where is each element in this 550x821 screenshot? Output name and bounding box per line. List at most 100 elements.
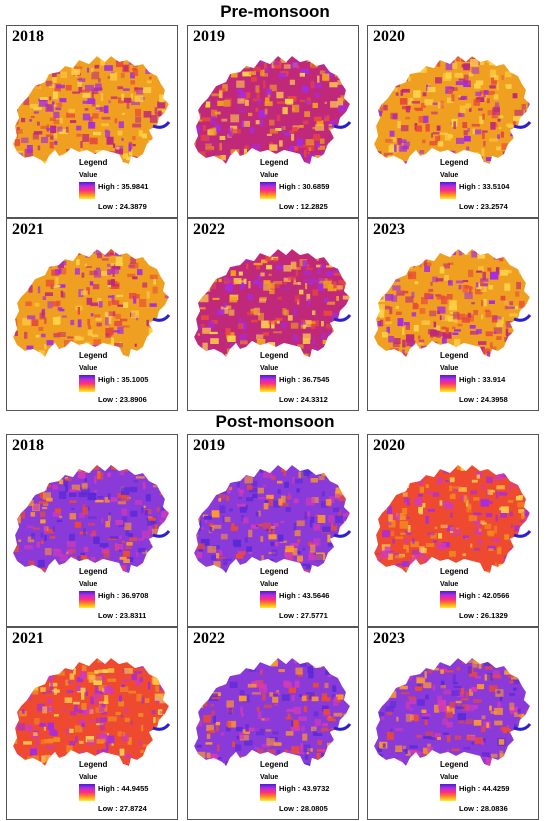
raster-map — [13, 249, 169, 357]
map-panel: 2023 Legend Value High : 44.4259 Low : 28.08… — [367, 627, 539, 820]
year-label: 2020 — [373, 437, 405, 454]
legend-title: Legend — [440, 760, 469, 769]
legend-title: Legend — [79, 760, 108, 769]
legend-low-value: Low : 23.2574 — [459, 202, 508, 211]
legend-value-label: Value — [440, 774, 459, 781]
raster-map — [374, 658, 530, 766]
river-streak — [513, 723, 532, 731]
section-title: Post-monsoon — [215, 412, 335, 431]
legend-value-label: Value — [79, 581, 98, 588]
river-streak — [513, 530, 532, 538]
legend-color-ramp — [260, 591, 276, 608]
river-streak — [333, 314, 352, 322]
legend-color-ramp — [440, 591, 456, 608]
legend-title: Legend — [440, 158, 469, 167]
map-panel: 2022 Legend Value High : 36.7545 Low : 24.33… — [187, 218, 359, 411]
legend-color-ramp — [260, 182, 276, 199]
year-label: 2018 — [12, 437, 44, 454]
year-label: 2019 — [193, 437, 225, 454]
legend-low-value: Low : 28.0805 — [279, 804, 328, 813]
map-canvas — [194, 658, 352, 766]
legend-color-ramp — [79, 784, 95, 801]
year-label: 2021 — [12, 221, 44, 238]
legend-low-value: Low : 24.3879 — [98, 202, 147, 211]
map-panel: 2018 Legend Value High : 35.9841 Low : 24.38… — [6, 25, 178, 218]
year-label: 2022 — [193, 630, 225, 647]
year-label: 2022 — [193, 221, 225, 238]
legend-high-value: High : 35.9841 — [98, 182, 149, 191]
legend-low-value: Low : 23.8311 — [98, 611, 147, 620]
map-panel: 2019 Legend Value High : 43.5646 Low : 27.57… — [187, 434, 359, 627]
year-label: 2019 — [193, 28, 225, 45]
legend-low-value: Low : 26.1329 — [459, 611, 508, 620]
legend-color-ramp — [260, 375, 276, 392]
legend-low-value: Low : 27.5771 — [279, 611, 328, 620]
map-canvas — [374, 56, 532, 164]
legend-color-ramp — [79, 591, 95, 608]
legend-value-label: Value — [440, 365, 459, 372]
legend-high-value: High : 36.7545 — [279, 375, 330, 384]
map-canvas — [13, 658, 171, 766]
year-label: 2021 — [12, 630, 44, 647]
legend-value-label: Value — [260, 172, 279, 179]
raster-map — [194, 56, 350, 164]
legend-color-ramp — [260, 784, 276, 801]
legend-title: Legend — [440, 567, 469, 576]
map-panel: 2023 Legend Value High : 33.914 Low : 24.395… — [367, 218, 539, 411]
map-canvas — [374, 249, 532, 357]
river-streak — [152, 121, 171, 129]
legend-value-label: Value — [79, 172, 98, 179]
legend-color-ramp — [440, 784, 456, 801]
raster-map — [13, 658, 169, 766]
legend-value-label: Value — [79, 774, 98, 781]
map-canvas — [194, 56, 352, 164]
legend-title: Legend — [260, 351, 289, 360]
raster-map — [194, 249, 350, 357]
river-streak — [152, 723, 171, 731]
river-streak — [513, 121, 532, 129]
river-streak — [513, 314, 532, 322]
section-title: Pre-monsoon — [220, 2, 330, 21]
legend-color-ramp — [79, 182, 95, 199]
legend-low-value: Low : 28.0836 — [459, 804, 508, 813]
legend-high-value: High : 42.0566 — [459, 591, 510, 600]
legend-title: Legend — [79, 158, 108, 167]
year-label: 2020 — [373, 28, 405, 45]
legend-low-value: Low : 27.8724 — [98, 804, 147, 813]
legend-title: Legend — [440, 351, 469, 360]
legend-title: Legend — [260, 567, 289, 576]
map-canvas — [374, 658, 532, 766]
map-canvas — [13, 56, 171, 164]
raster-map — [13, 56, 169, 164]
river-streak — [333, 530, 352, 538]
year-label: 2023 — [373, 630, 405, 647]
legend-value-label: Value — [260, 774, 279, 781]
river-streak — [333, 723, 352, 731]
legend-color-ramp — [79, 375, 95, 392]
raster-map — [374, 56, 530, 164]
map-panel: 2021 Legend Value High : 35.1005 Low : 23.89… — [6, 218, 178, 411]
map-canvas — [194, 465, 352, 573]
legend-high-value: High : 44.4259 — [459, 784, 510, 793]
map-panel: 2018 Legend Value High : 36.9708 Low : 23.83… — [6, 434, 178, 627]
map-panel: 2020 Legend Value High : 33.5104 Low : 23.25… — [367, 25, 539, 218]
legend-low-value: Low : 24.3958 — [459, 395, 508, 404]
map-canvas — [13, 249, 171, 357]
raster-map — [194, 658, 350, 766]
year-label: 2023 — [373, 221, 405, 238]
legend-high-value: High : 43.5646 — [279, 591, 330, 600]
legend-low-value: Low : 24.3312 — [279, 395, 328, 404]
legend-value-label: Value — [79, 365, 98, 372]
year-label: 2018 — [12, 28, 44, 45]
legend-high-value: High : 35.1005 — [98, 375, 149, 384]
map-panel: 2020 Legend Value High : 42.0566 Low : 26.13… — [367, 434, 539, 627]
map-canvas — [374, 465, 532, 573]
legend-low-value: Low : 12.2825 — [279, 202, 328, 211]
legend-title: Legend — [79, 351, 108, 360]
river-streak — [152, 530, 171, 538]
legend-value-label: Value — [440, 581, 459, 588]
raster-map — [374, 465, 530, 573]
map-panel: 2021 Legend Value High : 44.9455 Low : 27.87… — [6, 627, 178, 820]
map-canvas — [194, 249, 352, 357]
legend-high-value: High : 33.5104 — [459, 182, 510, 191]
